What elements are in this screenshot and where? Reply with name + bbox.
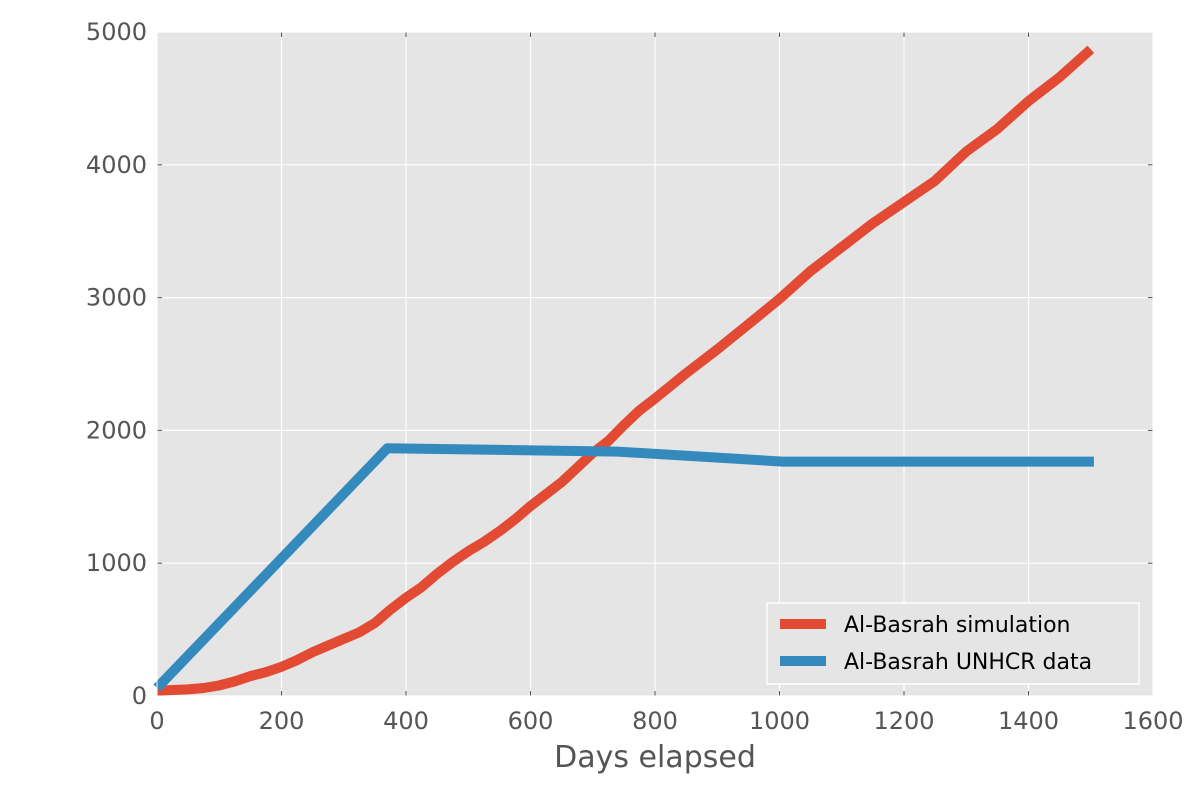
series-group [153, 45, 1095, 696]
legend-label: Al-Basrah simulation [844, 613, 1071, 638]
x-tick-label: 1400 [998, 707, 1059, 735]
x-tick-label: 0 [149, 707, 164, 735]
legend-box [766, 602, 1140, 685]
x-axis-label: Days elapsed [554, 740, 756, 775]
x-tick-label: 200 [259, 707, 305, 735]
y-tick-label: 2000 [86, 416, 147, 444]
y-tick-label: 0 [132, 682, 147, 710]
x-tick-label: 1200 [873, 707, 934, 735]
series-line-simulation [156, 45, 1095, 696]
legend: Al-Basrah simulation Al-Basrah UNHCR data [766, 602, 1140, 685]
y-tick-label: 3000 [86, 284, 147, 312]
series-line-unhcr-data [153, 443, 1094, 692]
x-tick-label: 800 [632, 707, 678, 735]
x-tick-label: 1000 [749, 707, 810, 735]
x-tick-label: 600 [508, 707, 554, 735]
y-tick-label: 1000 [86, 549, 147, 577]
legend-label: Al-Basrah UNHCR data [844, 650, 1092, 675]
plot-frame [156, 31, 1154, 697]
ticks-group: 0 200 400 600 800 1000 1200 1400 1600 0 1000 2000 30… [86, 18, 1184, 735]
y-tick-label: 4000 [86, 151, 147, 179]
x-tick-label: 400 [383, 707, 429, 735]
x-tick-label: 1600 [1122, 707, 1183, 735]
y-tick-label: 5000 [86, 18, 147, 46]
